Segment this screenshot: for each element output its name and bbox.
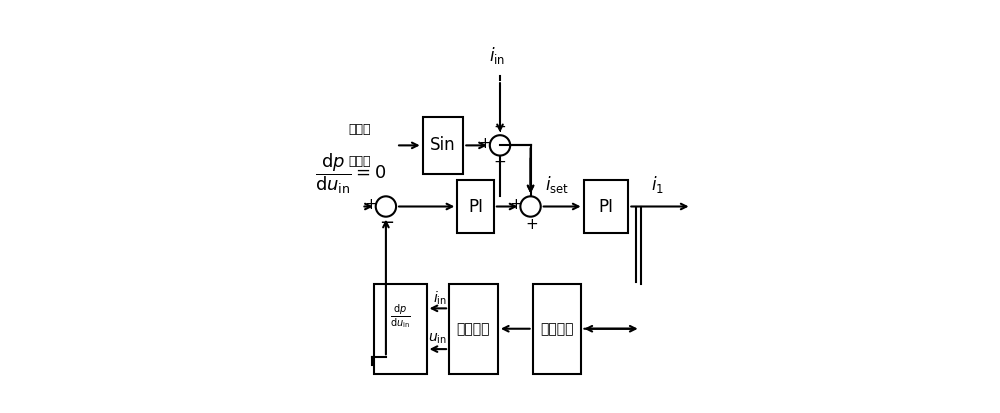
Text: +: + (494, 120, 506, 135)
Text: 流幅值: 流幅值 (348, 155, 371, 168)
Text: 光伏电池: 光伏电池 (457, 322, 490, 336)
Text: +: + (494, 155, 506, 171)
Circle shape (490, 135, 510, 156)
Bar (449, 284, 498, 373)
Text: +: + (525, 216, 538, 232)
Text: +: + (479, 136, 491, 151)
Bar (457, 180, 494, 233)
Text: 前置电容: 前置电容 (540, 322, 574, 336)
Circle shape (376, 196, 396, 217)
Text: $\frac{\mathrm{d}p}{\mathrm{d}u_{\mathrm{in}}}$: $\frac{\mathrm{d}p}{\mathrm{d}u_{\mathrm… (390, 302, 411, 330)
Bar (533, 284, 581, 373)
Bar (423, 117, 463, 174)
Text: +: + (509, 197, 522, 212)
Text: +: + (364, 197, 377, 212)
Text: $\dfrac{\mathrm{d}p}{\mathrm{d}u_{\mathrm{in}}}=0$: $\dfrac{\mathrm{d}p}{\mathrm{d}u_{\mathr… (315, 152, 386, 196)
Text: $i_{\mathrm{in}}$: $i_{\mathrm{in}}$ (433, 290, 447, 307)
Text: $i_{\mathrm{set}}$: $i_{\mathrm{set}}$ (545, 173, 569, 195)
Circle shape (520, 196, 541, 217)
Text: $i_{1}$: $i_{1}$ (651, 173, 664, 195)
Text: $u_{\mathrm{in}}$: $u_{\mathrm{in}}$ (428, 332, 447, 346)
Text: PI: PI (598, 197, 613, 216)
Text: 扰动电: 扰动电 (348, 123, 371, 135)
Text: $i_{\mathrm{in}}$: $i_{\mathrm{in}}$ (489, 45, 505, 66)
Bar (374, 284, 427, 373)
Bar (584, 180, 628, 233)
Text: Sin: Sin (430, 136, 456, 154)
Text: −: − (379, 214, 394, 232)
Text: PI: PI (468, 197, 483, 216)
